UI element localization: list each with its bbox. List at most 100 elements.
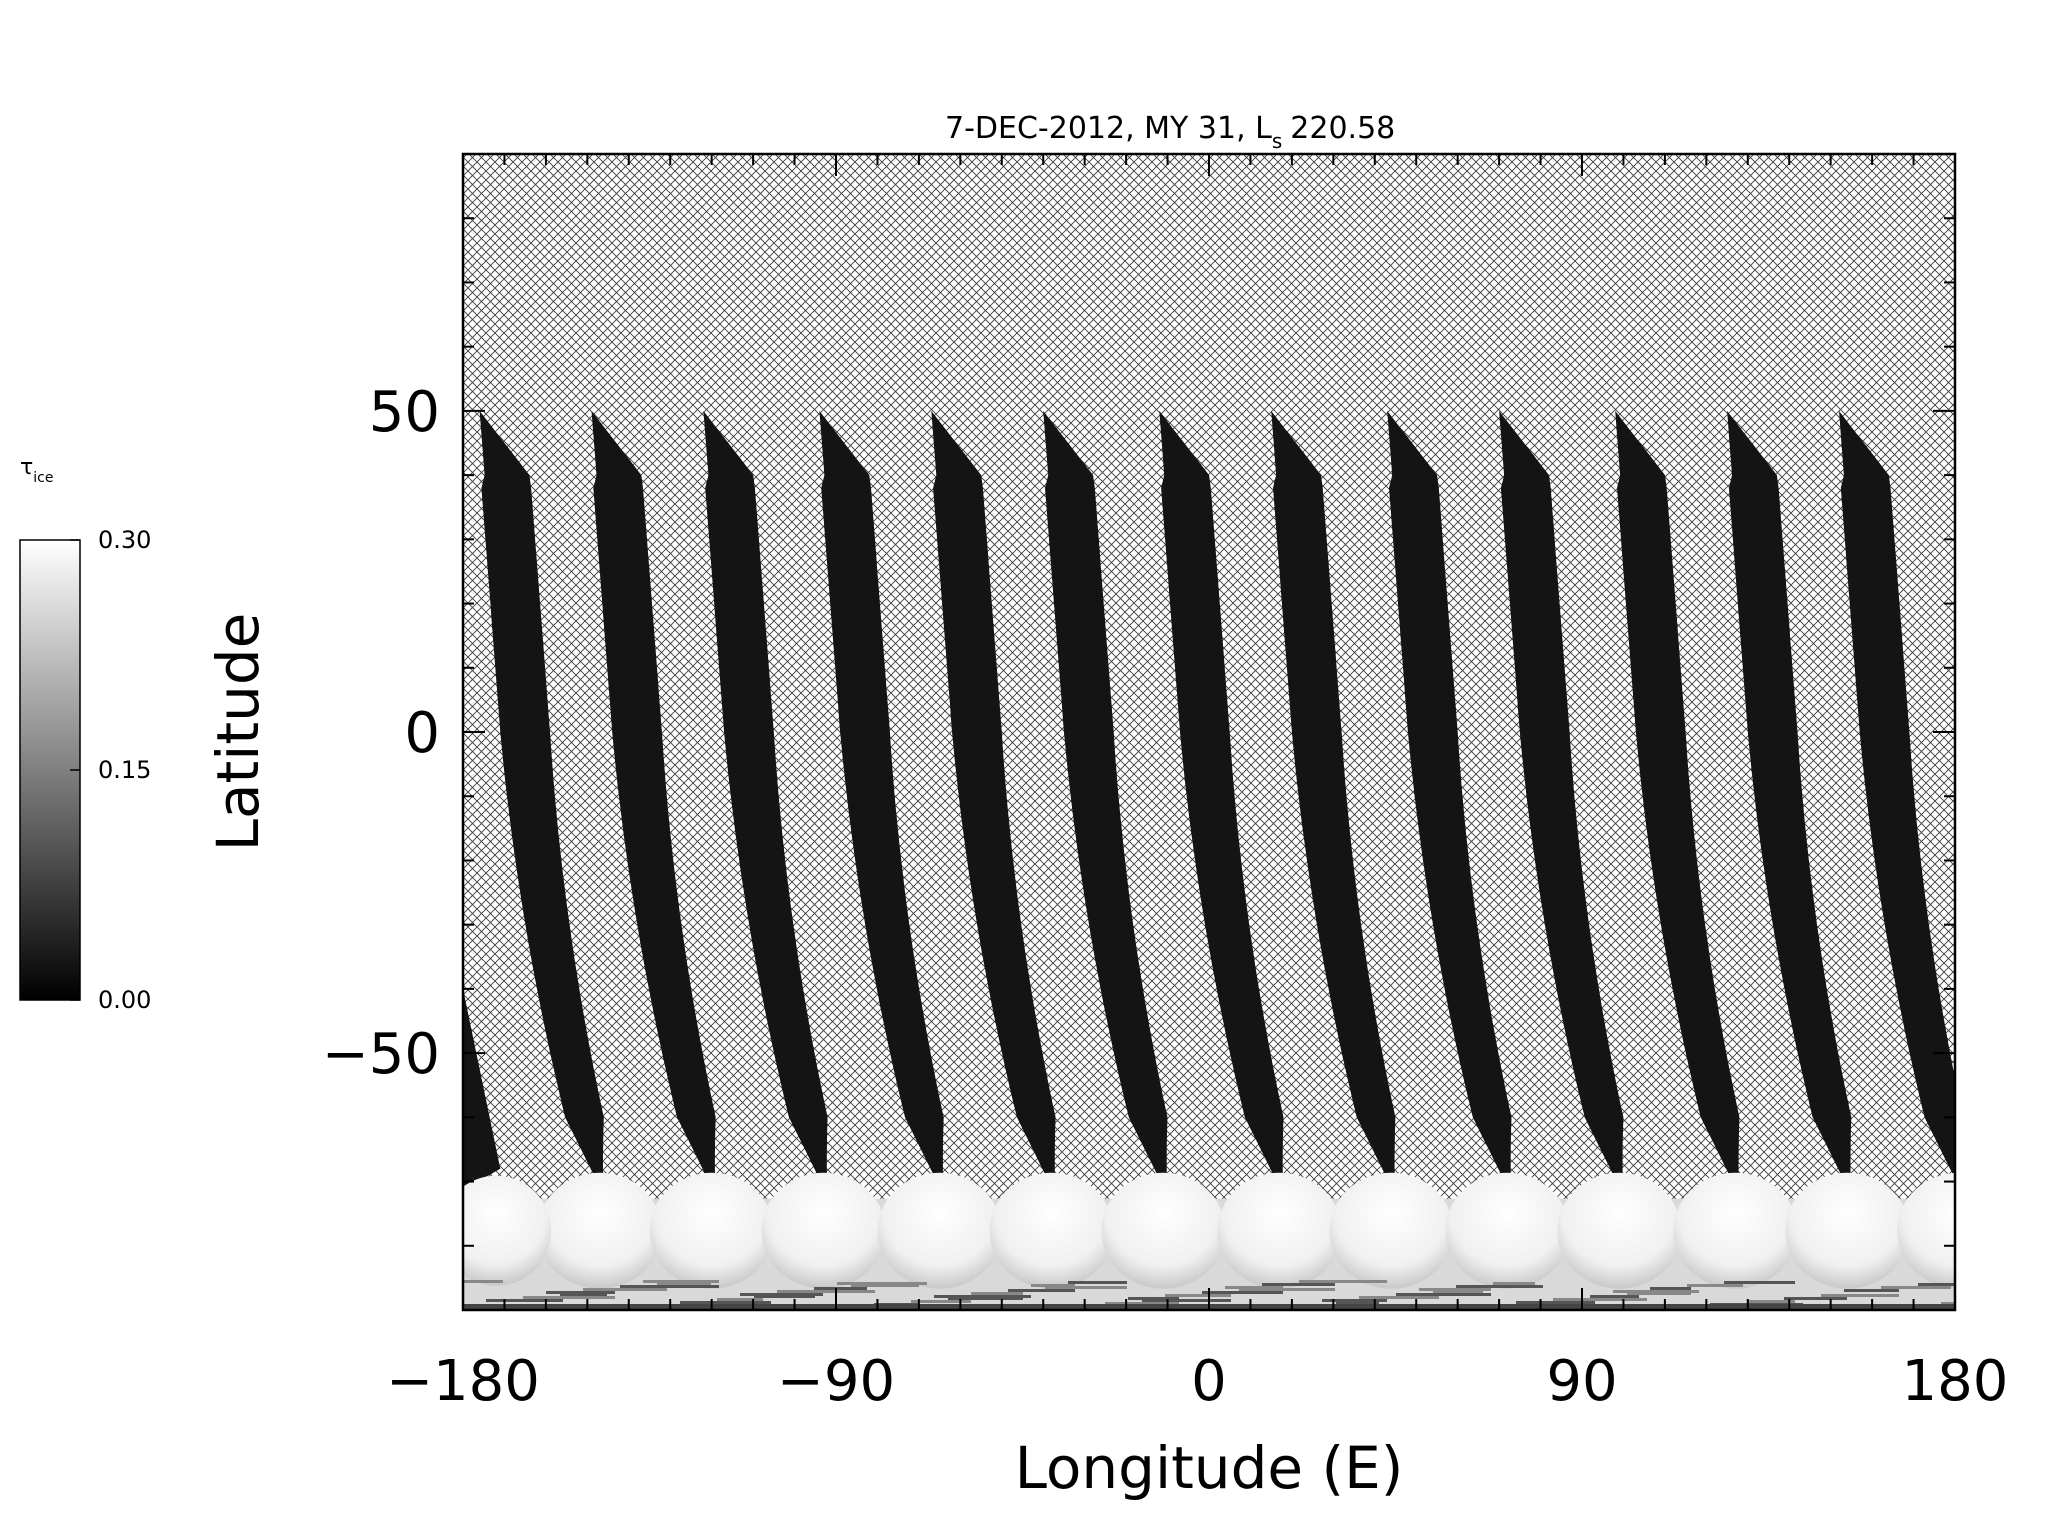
cloud-blob bbox=[1101, 1172, 1226, 1289]
cloud-streak bbox=[1821, 1294, 1899, 1297]
cloud-streak bbox=[1322, 1299, 1387, 1302]
cloud-streak bbox=[1142, 1299, 1231, 1302]
swath-strip bbox=[1271, 410, 1398, 1195]
x-tick-label: 90 bbox=[1546, 1349, 1617, 1414]
swath-strip bbox=[1727, 410, 1854, 1195]
colorbar-ticks: 0.00 0.15 0.30 bbox=[70, 526, 151, 1014]
swath-strip bbox=[703, 410, 830, 1195]
cloud-streak bbox=[1105, 1302, 1179, 1305]
cloud-streak bbox=[657, 1282, 711, 1285]
cloud-streak bbox=[1262, 1283, 1335, 1286]
swath-strip bbox=[1387, 410, 1514, 1195]
cloud-streak bbox=[1613, 1290, 1699, 1293]
cloud-streak bbox=[1941, 1302, 1955, 1305]
cloud-streak bbox=[1433, 1290, 1483, 1293]
cloud-streak bbox=[1724, 1281, 1795, 1284]
cloud-streak bbox=[1045, 1286, 1127, 1289]
cloud-streak bbox=[1068, 1281, 1127, 1284]
cloud-streak bbox=[583, 1288, 667, 1291]
swath-strip bbox=[1159, 410, 1286, 1195]
y-tick-label: −50 bbox=[322, 1022, 440, 1087]
cloud-blob bbox=[761, 1172, 886, 1289]
y-tick-label: 0 bbox=[404, 701, 440, 766]
cloud-streak bbox=[754, 1295, 815, 1298]
cloud-streak bbox=[717, 1298, 763, 1301]
plot-area bbox=[463, 154, 1955, 1310]
cloud-blob bbox=[877, 1172, 1002, 1289]
cloud-blob bbox=[649, 1172, 774, 1289]
cloud-streak bbox=[1493, 1282, 1535, 1285]
cloud-blob bbox=[1557, 1172, 1682, 1289]
swath-strip bbox=[479, 410, 607, 1195]
cloud-streak bbox=[546, 1291, 615, 1294]
y-tick-label: 50 bbox=[369, 380, 440, 445]
cloud-streak bbox=[1299, 1280, 1387, 1283]
cloud-streak bbox=[1336, 1301, 1379, 1304]
colorbar-label: τice bbox=[20, 455, 53, 486]
cloud-streak bbox=[1650, 1287, 1691, 1290]
x-axis: −180 −90 0 90 180 bbox=[386, 154, 2008, 1414]
cloud-streak bbox=[1918, 1283, 1955, 1286]
cloud-streak bbox=[1590, 1295, 1639, 1298]
cloud-streak bbox=[1396, 1293, 1491, 1296]
cloud-blob bbox=[1785, 1172, 1910, 1289]
cloud-streak bbox=[777, 1290, 875, 1293]
cloud-blob bbox=[1673, 1172, 1798, 1289]
cloud-streak bbox=[1008, 1289, 1075, 1292]
colorbar: τice 0.00 0.15 0.30 bbox=[19, 455, 151, 1014]
cloud-streak bbox=[1359, 1296, 1439, 1299]
cloud-streak bbox=[1128, 1297, 1179, 1300]
cloud-streak bbox=[1456, 1285, 1543, 1288]
cloud-streak bbox=[560, 1293, 607, 1296]
swath-strip bbox=[1499, 410, 1626, 1195]
y-axis: −50 0 50 bbox=[322, 153, 1955, 1311]
y-axis-label: Latitude bbox=[204, 613, 272, 852]
cloud-blob bbox=[1897, 1172, 1955, 1289]
cloud-streak bbox=[463, 1280, 503, 1283]
swath-strip bbox=[1615, 410, 1742, 1195]
x-tick-label: −180 bbox=[386, 1349, 540, 1414]
cloud-streak bbox=[971, 1292, 1023, 1295]
cloud-streak bbox=[1165, 1294, 1231, 1297]
cloud-streak bbox=[1627, 1292, 1691, 1295]
cloud-streak bbox=[620, 1285, 719, 1288]
colorbar-tick-label: 0.30 bbox=[98, 526, 151, 554]
swath-strip bbox=[1839, 410, 1955, 1179]
cloud-streak bbox=[643, 1280, 719, 1283]
swath-strip bbox=[819, 410, 946, 1195]
colorbar-tick-label: 0.15 bbox=[98, 756, 151, 784]
cloud-streak bbox=[911, 1300, 971, 1303]
cloud-streak bbox=[934, 1295, 1031, 1298]
cloud-blob bbox=[1217, 1172, 1342, 1289]
cloud-blob bbox=[989, 1172, 1114, 1289]
cloud-streak bbox=[523, 1296, 615, 1299]
cloud-streak bbox=[1881, 1286, 1951, 1289]
cloud-streak bbox=[1747, 1300, 1795, 1303]
x-axis-label: Longitude (E) bbox=[1015, 1434, 1404, 1502]
cloud-streak bbox=[1516, 1301, 1595, 1304]
swath-strip bbox=[463, 988, 501, 1190]
cloud-blob bbox=[1445, 1172, 1570, 1289]
cloud-streak bbox=[1553, 1298, 1647, 1301]
cloud-streak bbox=[814, 1287, 867, 1290]
cloud-streak bbox=[837, 1282, 927, 1285]
cloud-blob bbox=[537, 1172, 662, 1289]
cloud-streak bbox=[948, 1297, 1023, 1300]
cloud-streak bbox=[1239, 1288, 1335, 1291]
cloud-streak bbox=[1225, 1286, 1283, 1289]
cloud-streak bbox=[851, 1284, 919, 1287]
polar-cap-layer bbox=[463, 1172, 1955, 1310]
swath-strip bbox=[591, 410, 718, 1195]
colorbar-tick-label: 0.00 bbox=[98, 986, 151, 1014]
cloud-streak bbox=[1784, 1297, 1847, 1300]
chart-title: 7-DEC-2012, MY 31, Ls 220.58 bbox=[945, 111, 1395, 153]
x-tick-label: 180 bbox=[1902, 1349, 2009, 1414]
swath-layer bbox=[463, 410, 1955, 1195]
cloud-streak bbox=[486, 1299, 563, 1302]
x-tick-label: 0 bbox=[1191, 1349, 1227, 1414]
cloud-blob bbox=[1329, 1172, 1454, 1289]
swath-strip bbox=[931, 410, 1058, 1195]
cloud-streak bbox=[1687, 1284, 1743, 1287]
cloud-streak bbox=[1844, 1289, 1899, 1292]
cloud-streak bbox=[680, 1301, 771, 1304]
